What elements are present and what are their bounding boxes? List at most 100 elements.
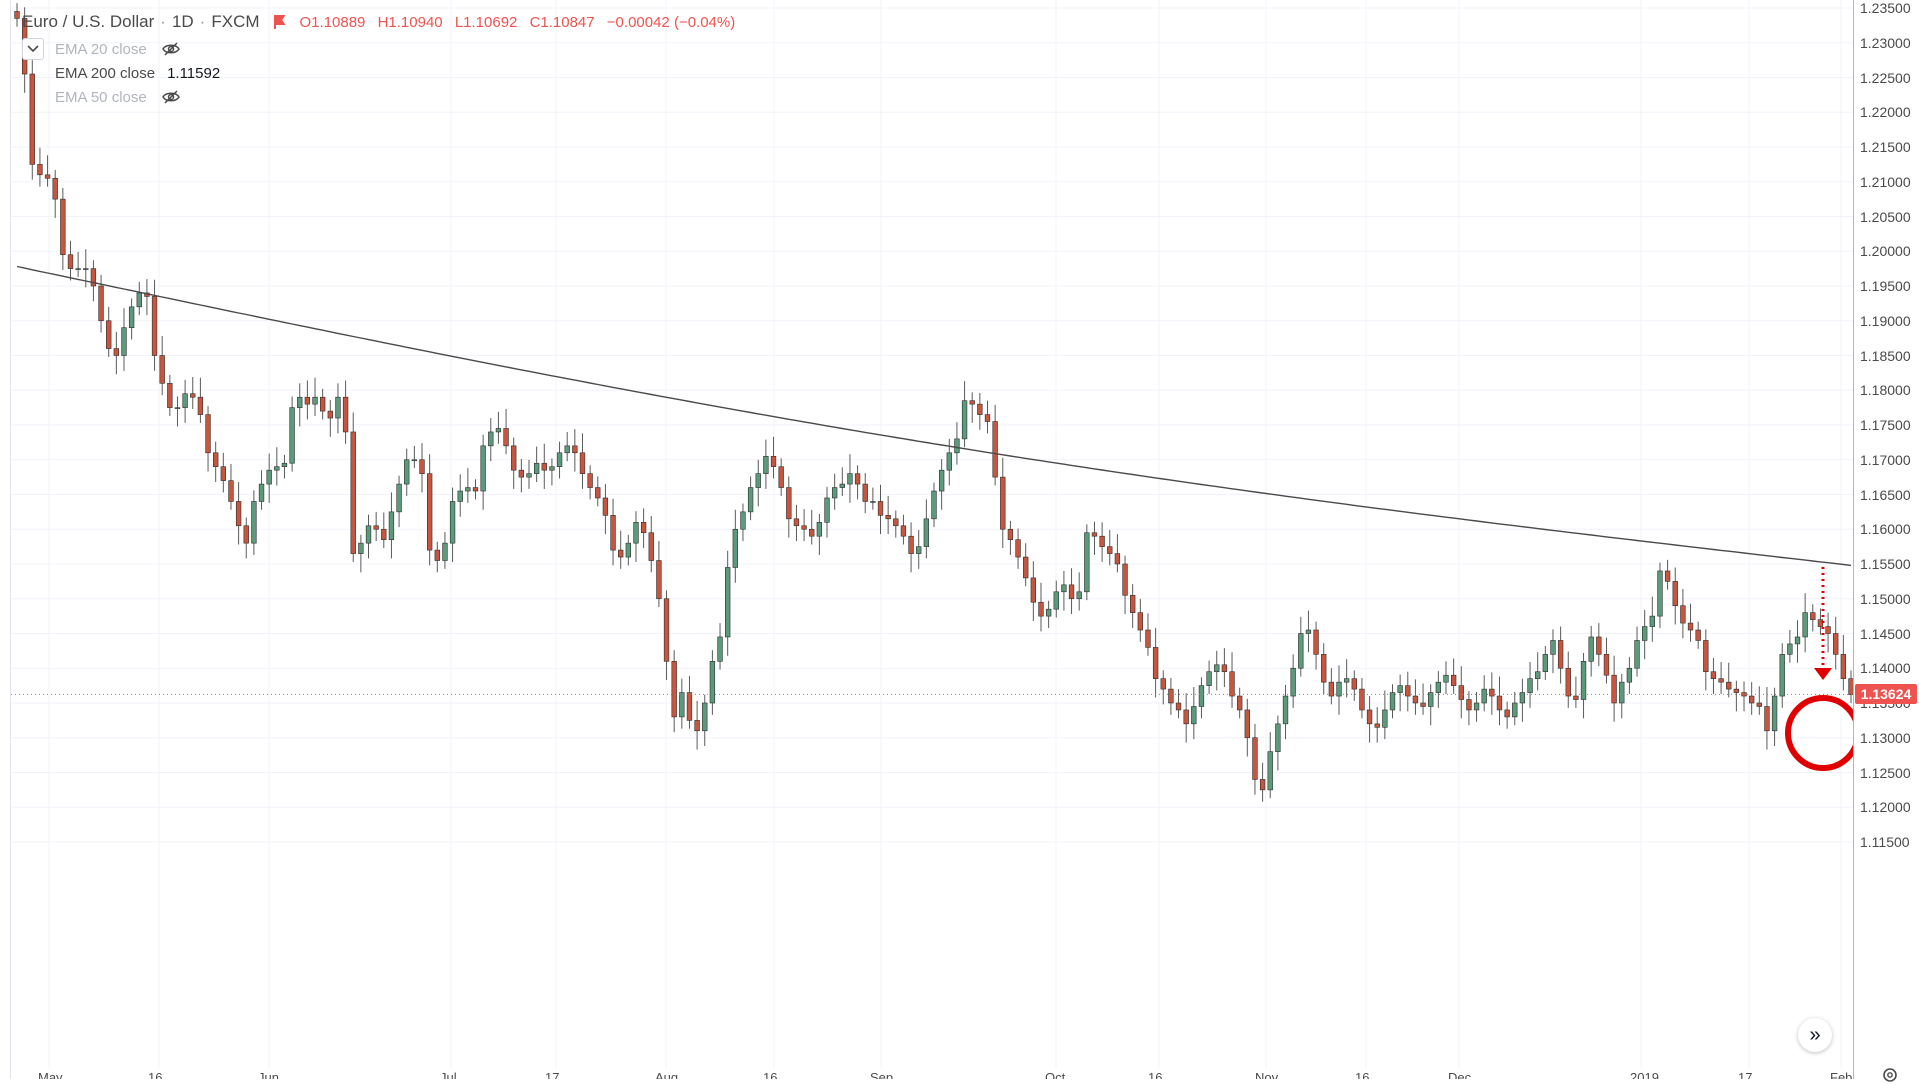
candle-down: [304, 396, 311, 405]
candle-down: [1000, 476, 1006, 530]
price-tick-label: 1.12500: [1860, 764, 1911, 781]
candle-down: [14, 11, 20, 19]
candle-up: [174, 407, 181, 409]
time-tick-label: Jul: [440, 1070, 457, 1079]
candle-up: [625, 542, 632, 558]
candle-down: [1259, 779, 1266, 791]
candle-up: [1649, 615, 1655, 627]
candle-up: [358, 542, 364, 554]
candle-down: [1726, 681, 1732, 690]
candle-down: [1252, 737, 1258, 780]
candle-up: [495, 428, 502, 433]
candle-down: [1244, 709, 1250, 739]
time-tick-label: Sep: [870, 1070, 894, 1079]
indicator-ema200[interactable]: EMA 200 close 1.11592: [22, 62, 220, 84]
candle-up: [1397, 685, 1403, 693]
candle-up: [1336, 681, 1342, 697]
collapse-indicators-button[interactable]: [22, 38, 44, 60]
gear-icon[interactable]: [1880, 1065, 1900, 1085]
candle-down: [770, 455, 777, 467]
symbol-header: Euro / U.S. Dollar · 1D · FXCM O1.10889 …: [22, 10, 743, 34]
candle-up: [1481, 688, 1487, 704]
candle-up: [717, 636, 723, 662]
candle-down: [1764, 706, 1770, 732]
candle-up: [1550, 640, 1556, 655]
candle-down: [1068, 584, 1075, 600]
candle-up: [1282, 695, 1289, 725]
time-tick-label: May: [38, 1070, 63, 1079]
candle-down: [342, 396, 349, 433]
time-axis[interactable]: May 16 Jun Jul 17 Aug 16 Sep Oct 16 Nov 16 Dec 2019 17…: [10, 1068, 1853, 1079]
header-separator: ·: [160, 12, 166, 31]
candle-up: [870, 501, 876, 503]
candle-up: [1535, 671, 1541, 679]
candle-down: [1221, 664, 1228, 673]
candle-down: [106, 320, 112, 349]
candle-down: [67, 254, 74, 269]
candle-up: [923, 518, 930, 547]
candle-down: [1450, 674, 1457, 686]
candle-up: [1275, 723, 1281, 752]
candle-down: [686, 692, 693, 721]
candle-up: [1794, 636, 1801, 645]
candle-down: [809, 528, 815, 537]
candle-up: [266, 469, 272, 485]
candle-down: [1695, 629, 1701, 641]
candle-down: [618, 549, 624, 558]
candle-down: [1236, 695, 1243, 711]
candle-up: [931, 490, 937, 520]
time-tick-label: Dec: [1448, 1070, 1472, 1079]
candle-down: [1840, 654, 1847, 679]
candle-down: [1145, 629, 1151, 648]
candle-down: [587, 473, 593, 488]
low-value: L1.10692: [454, 13, 518, 31]
candle-down: [1175, 702, 1182, 711]
price-tick-label: 1.17500: [1860, 417, 1911, 433]
indicator-value: 1.11592: [167, 64, 221, 82]
candle-down: [434, 549, 440, 561]
candle-down: [1168, 688, 1174, 704]
flag-icon[interactable]: [273, 15, 286, 29]
candle-down: [1359, 688, 1365, 711]
candle-up: [1343, 678, 1350, 683]
candle-down: [640, 521, 647, 534]
chart-pane[interactable]: [10, 0, 1854, 1079]
candle-down: [602, 497, 609, 516]
candle-up: [1542, 654, 1549, 673]
candle-down: [663, 598, 670, 662]
scroll-to-realtime-button[interactable]: »: [1798, 1018, 1832, 1052]
eye-slash-icon[interactable]: [161, 89, 181, 105]
candle-up: [740, 511, 746, 530]
price-axis[interactable]: 1.23500 1.23000 1.22500 1.22000 1.21500 1.210…: [1853, 0, 1919, 1079]
candle-down: [969, 400, 975, 405]
candle-down: [151, 296, 158, 356]
symbol-name[interactable]: Euro / U.S. Dollar: [22, 12, 155, 31]
candle-up: [1214, 664, 1220, 673]
indicator-ema50[interactable]: EMA 50 close: [22, 86, 181, 108]
candle-up: [954, 438, 960, 454]
time-tick-label: 16: [763, 1070, 778, 1079]
indicator-ema20[interactable]: EMA 20 close: [22, 38, 181, 60]
candle-down: [1756, 702, 1762, 707]
candle-up: [297, 396, 303, 408]
candle-up: [702, 702, 708, 732]
candlestick-chart[interactable]: [11, 0, 1854, 1068]
time-tick-label: 16: [1355, 1070, 1370, 1079]
time-tick-label: Feb: [1830, 1070, 1853, 1079]
candle-down: [1114, 553, 1121, 565]
candle-down: [327, 410, 333, 419]
candle-down: [29, 73, 35, 165]
candle-down: [113, 348, 120, 356]
candle-down: [1833, 633, 1839, 655]
candle-down: [1687, 622, 1694, 631]
candle-down: [1313, 629, 1319, 655]
candle-up: [831, 487, 838, 499]
candle-down: [1672, 581, 1678, 607]
candle-up: [480, 445, 486, 492]
candle-down: [992, 421, 998, 478]
candle-down: [243, 525, 249, 544]
candle-down: [159, 355, 165, 384]
eye-slash-icon[interactable]: [161, 41, 181, 57]
candle-down: [1152, 647, 1159, 679]
interval-label[interactable]: 1D: [171, 12, 194, 31]
